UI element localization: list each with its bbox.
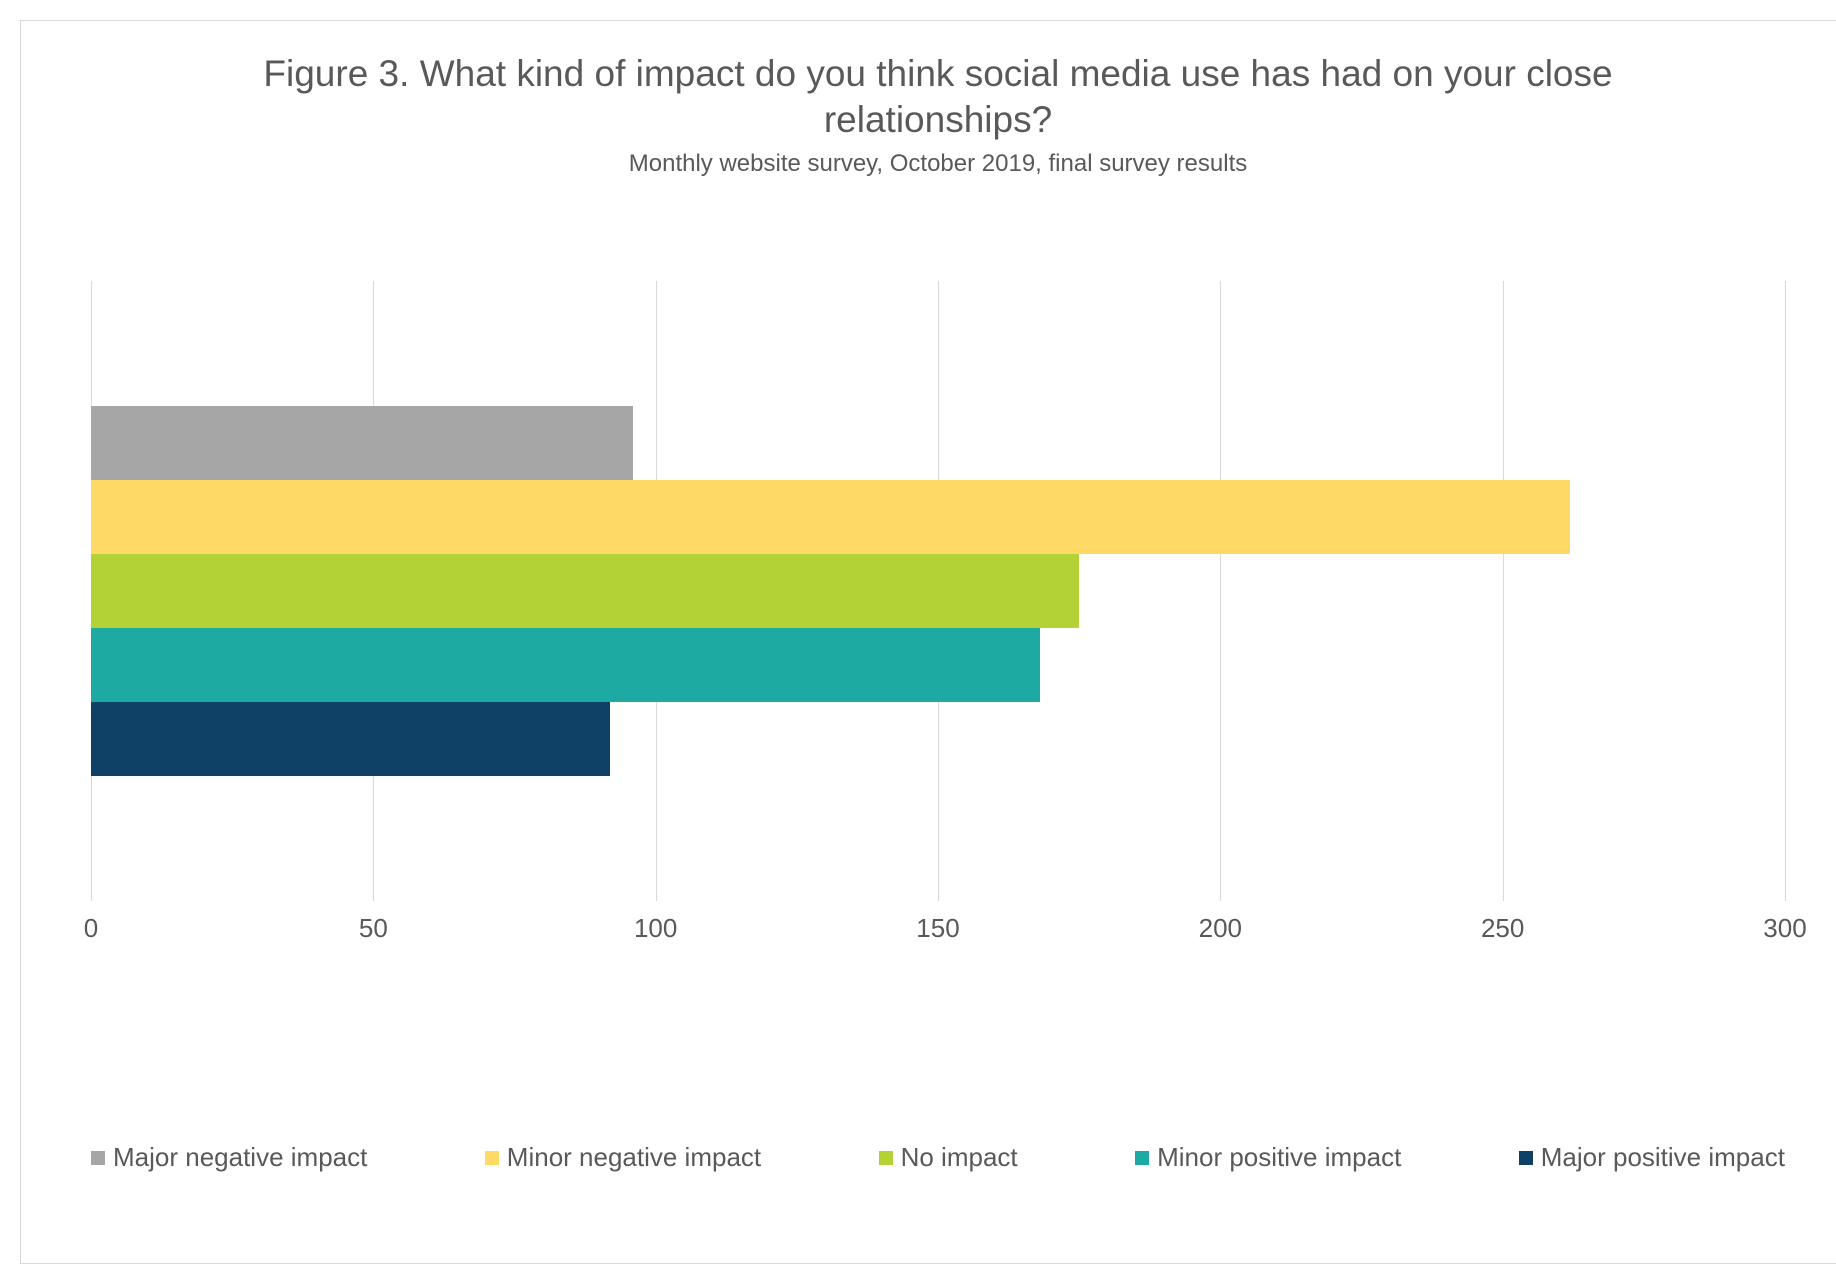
- legend-swatch: [1519, 1151, 1533, 1165]
- bar: [91, 554, 1079, 628]
- legend-item: Minor positive impact: [1135, 1142, 1401, 1173]
- legend-item: Major negative impact: [91, 1142, 367, 1173]
- gridline: [1785, 281, 1786, 901]
- legend-swatch: [1135, 1151, 1149, 1165]
- legend-label: Major negative impact: [113, 1142, 367, 1173]
- bar: [91, 406, 633, 480]
- chart-title: Figure 3. What kind of impact do you thi…: [188, 51, 1688, 144]
- legend-label: Minor negative impact: [507, 1142, 761, 1173]
- legend-label: Minor positive impact: [1157, 1142, 1401, 1173]
- title-block: Figure 3. What kind of impact do you thi…: [61, 51, 1815, 178]
- legend-item: No impact: [879, 1142, 1018, 1173]
- bars-group: [91, 281, 1785, 901]
- x-axis-tick-label: 300: [1763, 913, 1806, 944]
- legend: Major negative impact Minor negative impa…: [91, 1142, 1785, 1173]
- chart-container: Figure 3. What kind of impact do you thi…: [20, 20, 1836, 1264]
- bar: [91, 628, 1040, 702]
- chart-subtitle: Monthly website survey, October 2019, fi…: [61, 150, 1815, 178]
- legend-swatch: [91, 1151, 105, 1165]
- legend-label: No impact: [901, 1142, 1018, 1173]
- legend-item: Major positive impact: [1519, 1142, 1785, 1173]
- x-axis-labels: 050100150200250300: [91, 913, 1785, 953]
- x-axis-tick-label: 250: [1481, 913, 1524, 944]
- x-axis-tick-label: 50: [359, 913, 388, 944]
- legend-label: Major positive impact: [1541, 1142, 1785, 1173]
- bar: [91, 702, 610, 776]
- x-axis-tick-label: 200: [1199, 913, 1242, 944]
- x-axis-tick-label: 100: [634, 913, 677, 944]
- x-axis-tick-label: 150: [916, 913, 959, 944]
- legend-swatch: [485, 1151, 499, 1165]
- bar: [91, 480, 1570, 554]
- legend-swatch: [879, 1151, 893, 1165]
- plot-area: [91, 281, 1785, 901]
- legend-item: Minor negative impact: [485, 1142, 761, 1173]
- x-axis-tick-label: 0: [84, 913, 98, 944]
